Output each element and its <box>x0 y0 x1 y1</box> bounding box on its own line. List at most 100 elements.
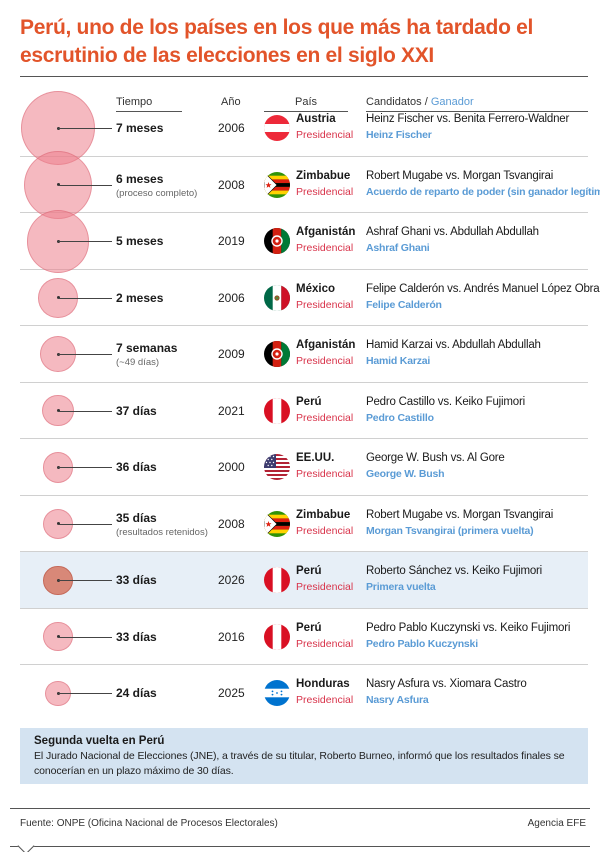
country-name: Austria <box>296 113 336 126</box>
afghanistan-flag-icon <box>264 341 290 368</box>
title-divider <box>20 76 588 77</box>
country-name: Afganistán <box>296 339 356 352</box>
leader-line <box>58 523 112 525</box>
country-name: Zimbabue <box>296 508 351 521</box>
candidates-text: George W. Bush vs. Al Gore <box>366 452 505 465</box>
candidatos-label: Candidatos / <box>366 96 428 108</box>
table-row: 33 días 2016 Perú Presidencial Pedro Pablo K… <box>20 609 588 665</box>
time-label: 36 días <box>116 460 157 475</box>
page-title: Perú, uno de los países en los que más h… <box>20 16 534 67</box>
time-label: 7 meses <box>116 121 164 136</box>
time-note: (resultados retenidos) <box>116 526 208 538</box>
time-label: 33 días <box>116 573 157 588</box>
time-label: 2 meses <box>116 290 164 305</box>
duration-bubble <box>42 451 74 483</box>
column-header-tiempo: Tiempo <box>116 96 182 112</box>
election-type: Presidencial <box>296 637 354 650</box>
year-label: 2006 <box>218 121 245 136</box>
time-label: 33 días <box>116 629 157 644</box>
winner-text: Pedro Pablo Kuczynski <box>366 637 478 650</box>
zimbabwe-flag-icon <box>264 510 290 537</box>
election-type: Presidencial <box>296 298 354 311</box>
leader-line <box>58 128 112 130</box>
election-type: Presidencial <box>296 355 354 368</box>
year-label: 2021 <box>218 403 245 418</box>
election-type: Presidencial <box>296 524 354 537</box>
footer-divider <box>10 808 590 809</box>
table-row: 2 meses 2006 México Presidencial Felipe Cald… <box>20 270 600 326</box>
election-type: Presidencial <box>296 185 354 198</box>
election-type: Presidencial <box>296 242 354 255</box>
winner-text: Primera vuelta <box>366 581 436 594</box>
table-row: 36 días 2000 EE.UU. Presidencial George W. B… <box>20 439 588 496</box>
candidates-text: Roberto Sánchez vs. Keiko Fujimori <box>366 565 542 578</box>
year-label: 2016 <box>218 629 245 644</box>
time-label: 5 meses <box>116 234 164 249</box>
election-type: Presidencial <box>296 411 354 424</box>
winner-text: Acuerdo de reparto de poder (sin ganador… <box>366 185 600 198</box>
leader-line <box>58 467 112 469</box>
year-label: 2008 <box>218 177 245 192</box>
leader-line <box>58 354 112 356</box>
agency-credit: Agencia EFE <box>527 818 586 829</box>
candidates-text: Hamid Karzai vs. Abdullah Abdullah <box>366 339 541 352</box>
candidates-text: Ashraf Ghani vs. Abdullah Abdullah <box>366 226 539 239</box>
note-title: Segunda vuelta en Perú <box>34 735 165 747</box>
leader-line <box>58 184 112 186</box>
time-label: 37 días <box>116 403 157 418</box>
candidates-text: Robert Mugabe vs. Morgan Tsvangirai <box>366 169 554 182</box>
peru-flag-icon <box>264 567 290 594</box>
time-label: 24 días <box>116 686 157 701</box>
country-name: EE.UU. <box>296 452 335 465</box>
election-type: Presidencial <box>296 581 354 594</box>
country-name: Perú <box>296 395 322 408</box>
winner-text: Morgan Tsvangirai (primera vuelta) <box>366 524 534 537</box>
time-note: (~49 días) <box>116 357 160 369</box>
table-row: 37 días 2021 Perú Presidencial Pedro Castill… <box>20 383 588 439</box>
time-label: 35 días <box>116 510 157 525</box>
mexico-flag-icon <box>264 284 290 311</box>
table-row: 33 días 2026 Perú Presidencial Roberto Sánch… <box>20 552 588 609</box>
leader-line <box>58 693 112 695</box>
winner-text: Pedro Castillo <box>366 411 434 424</box>
afghanistan-flag-icon <box>264 228 290 255</box>
table-row: 5 meses 2019 Afganistán Presidencial Ashraf … <box>20 209 588 273</box>
peru-flag-icon <box>264 397 290 424</box>
leader-line <box>58 636 112 638</box>
usa-flag-icon <box>264 454 290 481</box>
year-label: 2019 <box>218 234 245 249</box>
candidates-text: Nasry Asfura vs. Xiomara Castro <box>366 678 527 691</box>
table-row: 35 días (resultados retenidos) 2008 Zimbabu… <box>20 496 588 552</box>
time-label: 7 semanas <box>116 341 178 356</box>
winner-text: George W. Bush <box>366 468 445 481</box>
duration-bubble <box>43 565 73 595</box>
table-row: 24 días 2025 Honduras Presidencial Nasry Asf… <box>20 665 588 722</box>
honduras-flag-icon <box>264 680 290 707</box>
country-name: Afganistán <box>296 226 356 239</box>
year-label: 2025 <box>218 686 245 701</box>
country-name: Zimbabue <box>296 169 351 182</box>
column-header-anio: Año <box>221 96 241 108</box>
election-type: Presidencial <box>296 129 354 142</box>
column-header-candidatos: Candidatos / Ganador <box>366 96 588 112</box>
candidates-text: Robert Mugabe vs. Morgan Tsvangirai <box>366 508 554 521</box>
note-box: Segunda vuelta en Perú El Jurado Naciona… <box>20 728 588 784</box>
election-type: Presidencial <box>296 468 354 481</box>
peru-flag-icon <box>264 623 290 650</box>
year-label: 2026 <box>218 573 245 588</box>
country-name: México <box>296 282 335 295</box>
leader-line <box>58 580 112 582</box>
table-row: 7 semanas (~49 días) 2009 Afganistán Preside… <box>20 326 588 383</box>
winner-text: Nasry Asfura <box>366 694 429 707</box>
winner-text: Hamid Karzai <box>366 355 431 368</box>
year-label: 2009 <box>218 347 245 362</box>
time-note: (proceso completo) <box>116 187 198 199</box>
austria-flag-icon <box>264 115 290 142</box>
column-header-pais: País <box>264 96 348 112</box>
winner-text: Ashraf Ghani <box>366 242 430 255</box>
ganador-label: Ganador <box>430 96 474 108</box>
candidates-text: Felipe Calderón vs. Andrés Manuel López … <box>366 282 600 295</box>
table-row: 6 meses (proceso completo) 2008 Zimbabue Pre… <box>20 150 600 219</box>
winner-text: Heinz Fischer <box>366 129 432 142</box>
election-type: Presidencial <box>296 694 354 707</box>
